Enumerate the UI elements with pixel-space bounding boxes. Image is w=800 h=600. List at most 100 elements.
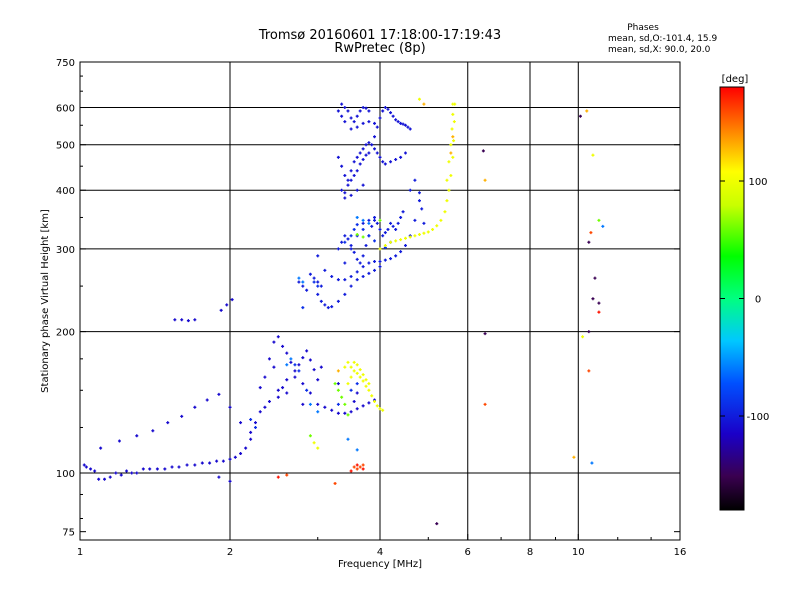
data-point bbox=[403, 123, 407, 127]
data-point bbox=[336, 369, 340, 373]
data-point bbox=[103, 477, 107, 481]
data-point bbox=[417, 232, 421, 236]
data-point bbox=[361, 158, 365, 162]
data-point bbox=[381, 234, 385, 238]
data-point bbox=[381, 408, 385, 412]
x-tick-label: 4 bbox=[377, 547, 383, 558]
data-point bbox=[370, 224, 374, 228]
data-point bbox=[352, 120, 356, 124]
data-point bbox=[581, 335, 585, 339]
data-point bbox=[151, 429, 155, 433]
data-point bbox=[89, 467, 93, 471]
data-point bbox=[431, 227, 435, 231]
data-point bbox=[417, 191, 421, 195]
y-tick-label: 100 bbox=[56, 469, 75, 480]
data-point bbox=[343, 261, 347, 265]
data-point bbox=[193, 318, 197, 322]
y-tick-label: 200 bbox=[56, 328, 75, 339]
data-point bbox=[408, 188, 412, 192]
data-point bbox=[228, 405, 232, 409]
data-point bbox=[114, 471, 118, 475]
data-point bbox=[451, 155, 455, 159]
data-point bbox=[355, 448, 359, 452]
data-point bbox=[373, 260, 377, 264]
data-point bbox=[483, 178, 487, 182]
data-point bbox=[119, 473, 123, 477]
data-point bbox=[358, 109, 362, 113]
data-point bbox=[346, 183, 350, 187]
data-point bbox=[355, 407, 359, 411]
data-point bbox=[381, 160, 385, 164]
data-point bbox=[383, 162, 387, 166]
data-point bbox=[346, 237, 350, 241]
data-point bbox=[217, 392, 221, 396]
data-point bbox=[394, 239, 398, 243]
data-point bbox=[399, 155, 403, 159]
data-point bbox=[355, 363, 359, 367]
data-point bbox=[396, 221, 400, 225]
data-point bbox=[193, 463, 197, 467]
y-tick-label: 600 bbox=[56, 104, 75, 115]
data-point bbox=[578, 114, 582, 118]
data-point bbox=[297, 276, 301, 280]
data-point bbox=[572, 455, 576, 459]
data-point bbox=[82, 463, 86, 467]
data-point bbox=[340, 164, 344, 168]
data-point bbox=[601, 224, 605, 228]
data-point bbox=[330, 305, 334, 309]
data-point bbox=[399, 215, 403, 219]
data-point bbox=[316, 410, 320, 414]
data-point bbox=[361, 467, 365, 471]
data-point bbox=[396, 120, 400, 124]
data-point bbox=[403, 236, 407, 240]
y-tick-label: 400 bbox=[56, 186, 75, 197]
data-point bbox=[452, 139, 456, 143]
data-point bbox=[301, 382, 305, 386]
data-point bbox=[219, 308, 223, 312]
data-point bbox=[180, 318, 184, 322]
data-point bbox=[367, 234, 371, 238]
data-point bbox=[148, 467, 152, 471]
data-point bbox=[399, 121, 403, 125]
data-point bbox=[367, 382, 371, 386]
data-point bbox=[361, 121, 365, 125]
data-point bbox=[394, 254, 398, 258]
data-point bbox=[352, 227, 356, 231]
data-point bbox=[253, 421, 257, 425]
data-point bbox=[343, 191, 347, 195]
data-point bbox=[352, 399, 356, 403]
phase-stats-x-mode: mean, sd,X: 90.0, 20.0 bbox=[608, 45, 711, 55]
data-point bbox=[272, 340, 276, 344]
data-point bbox=[358, 151, 362, 155]
data-point bbox=[358, 368, 362, 372]
data-point bbox=[406, 125, 410, 129]
data-point bbox=[439, 218, 443, 222]
data-point bbox=[293, 369, 297, 373]
data-point bbox=[587, 240, 591, 244]
data-point bbox=[383, 244, 387, 248]
data-point bbox=[435, 522, 439, 526]
data-point bbox=[352, 369, 356, 373]
data-point bbox=[193, 405, 197, 409]
data-point bbox=[355, 125, 359, 129]
data-point bbox=[285, 391, 289, 395]
data-point bbox=[452, 120, 456, 124]
data-point bbox=[293, 375, 297, 379]
data-point bbox=[312, 276, 316, 280]
data-point bbox=[308, 434, 312, 438]
data-point bbox=[343, 365, 347, 369]
data-point bbox=[401, 210, 405, 214]
data-point bbox=[316, 284, 320, 288]
data-point bbox=[383, 231, 387, 235]
data-point bbox=[367, 151, 371, 155]
data-point bbox=[330, 275, 334, 279]
data-point bbox=[355, 278, 359, 282]
data-point bbox=[420, 207, 424, 211]
data-point bbox=[422, 102, 426, 106]
data-point bbox=[389, 221, 393, 225]
data-point bbox=[373, 268, 377, 272]
data-point bbox=[481, 149, 485, 153]
data-point bbox=[445, 199, 449, 203]
data-point bbox=[361, 227, 365, 231]
data-point bbox=[364, 153, 368, 157]
